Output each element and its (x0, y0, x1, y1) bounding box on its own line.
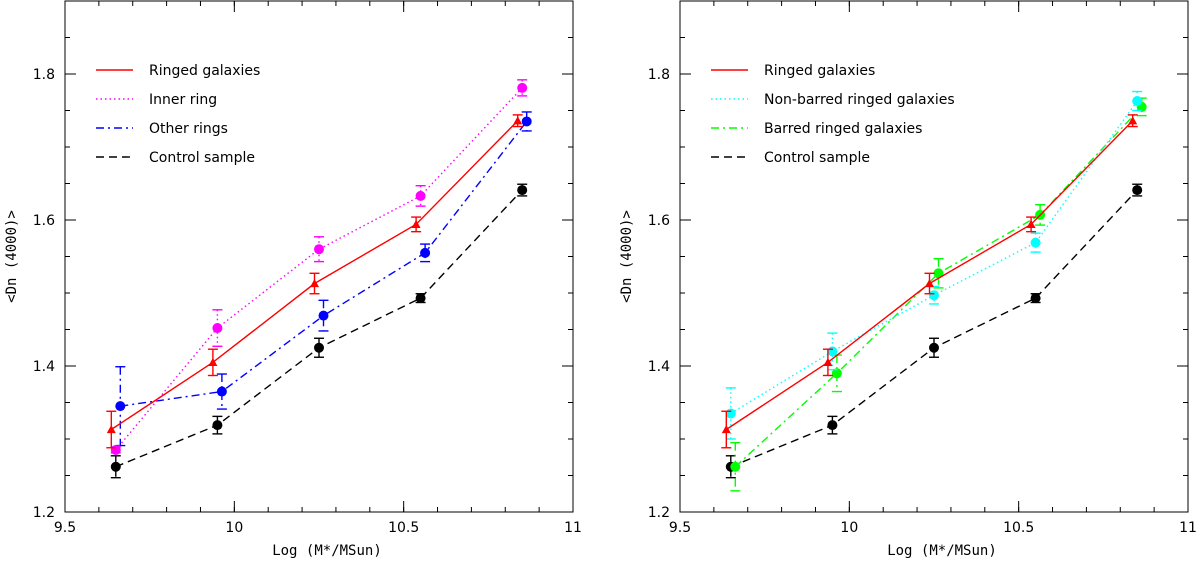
x-tick-label: 9.5 (669, 520, 691, 536)
series-inner-ring (110, 79, 528, 455)
data-point (517, 185, 528, 196)
data-point (1132, 185, 1143, 196)
x-tick-label: 11 (564, 520, 582, 536)
data-point (415, 190, 426, 201)
y-tick-label: 1.8 (33, 67, 55, 83)
y-tick-label: 1.6 (648, 213, 670, 229)
data-point (1030, 237, 1041, 248)
legend: Ringed galaxies Non-barred ringed galaxie… (711, 63, 955, 166)
chart-panel-1: 9.5 10 10.5 11 1.2 1.4 1.6 1.8 Log (M*/MSun) <Dn … (4, 0, 582, 559)
series-line (115, 87, 523, 451)
series-ringed-galaxies (721, 114, 1138, 449)
data-point (1030, 293, 1041, 304)
data-point (831, 368, 842, 379)
data-point (929, 342, 939, 353)
series-non-barred-ringed-galaxies (725, 90, 1143, 440)
data-point (721, 425, 731, 434)
x-tick-label: 11 (1179, 520, 1197, 536)
data-point (310, 279, 319, 288)
data-point (110, 461, 121, 472)
data-point (318, 310, 329, 321)
legend-label: Ringed galaxies (764, 63, 875, 79)
data-point (314, 342, 324, 353)
data-point (115, 401, 126, 412)
x-axis-label: Log (M*/MSun) (272, 543, 382, 559)
data-point (212, 420, 223, 431)
legend-label: Control sample (149, 150, 255, 166)
data-point (827, 346, 838, 357)
data-point (827, 420, 838, 431)
x-tick-label: 10.5 (388, 520, 419, 536)
y-tick-label: 1.4 (648, 359, 670, 375)
data-point (110, 444, 121, 455)
legend-label: Control sample (764, 150, 870, 166)
y-tick-label: 1.4 (33, 359, 55, 375)
data-point (925, 279, 934, 288)
x-tick-label: 10 (225, 520, 243, 536)
legend-label: Non-barred ringed galaxies (764, 92, 955, 108)
series-control-sample (725, 183, 1143, 479)
data-point (420, 247, 431, 258)
series-line (730, 189, 1138, 468)
series-other-rings (115, 111, 532, 447)
data-point (725, 408, 736, 419)
legend: Ringed galaxies Inner ring Other rings Cont… (96, 63, 260, 166)
x-axis-label: Log (M*/MSun) (887, 543, 997, 559)
data-point (314, 244, 324, 255)
data-point (1026, 219, 1036, 228)
data-point (521, 116, 532, 127)
legend-label: Ringed galaxies (149, 63, 260, 79)
data-point (212, 323, 223, 334)
x-tick-label: 10.5 (1003, 520, 1034, 536)
series-line (734, 106, 1143, 468)
legend-label: Other rings (149, 121, 228, 137)
y-tick-label: 1.6 (33, 213, 55, 229)
legend-label: Inner ring (149, 92, 217, 108)
legend-label: Barred ringed galaxies (764, 121, 922, 137)
y-tick-label: 1.2 (648, 505, 670, 521)
data-point (513, 116, 523, 125)
data-point (415, 293, 426, 304)
data-point (933, 268, 944, 279)
data-point (1132, 96, 1143, 107)
series-line (730, 100, 1138, 415)
data-point (730, 461, 741, 472)
data-point (517, 82, 528, 93)
data-point (929, 290, 939, 301)
plot-frame (64, 0, 574, 513)
data-point (1128, 116, 1138, 125)
chart-panel-2: 9.5 10 10.5 11 1.2 1.4 1.6 1.8 Log (M*/MSun) <Dn … (619, 0, 1197, 559)
y-axis-label: <Dn (4000)> (619, 210, 635, 303)
y-tick-label: 1.8 (648, 67, 670, 83)
x-tick-label: 10 (840, 520, 858, 536)
x-tick-label: 9.5 (54, 520, 76, 536)
data-point (823, 357, 833, 366)
data-point (106, 425, 116, 434)
series-control-sample (110, 183, 528, 479)
data-point (411, 219, 421, 228)
series-ringed-galaxies (106, 114, 523, 449)
y-axis-label: <Dn (4000)> (4, 210, 20, 303)
y-tick-label: 1.2 (33, 505, 55, 521)
series-line (115, 189, 523, 468)
data-point (216, 386, 227, 397)
plot-frame (679, 0, 1189, 513)
data-point (208, 357, 218, 366)
